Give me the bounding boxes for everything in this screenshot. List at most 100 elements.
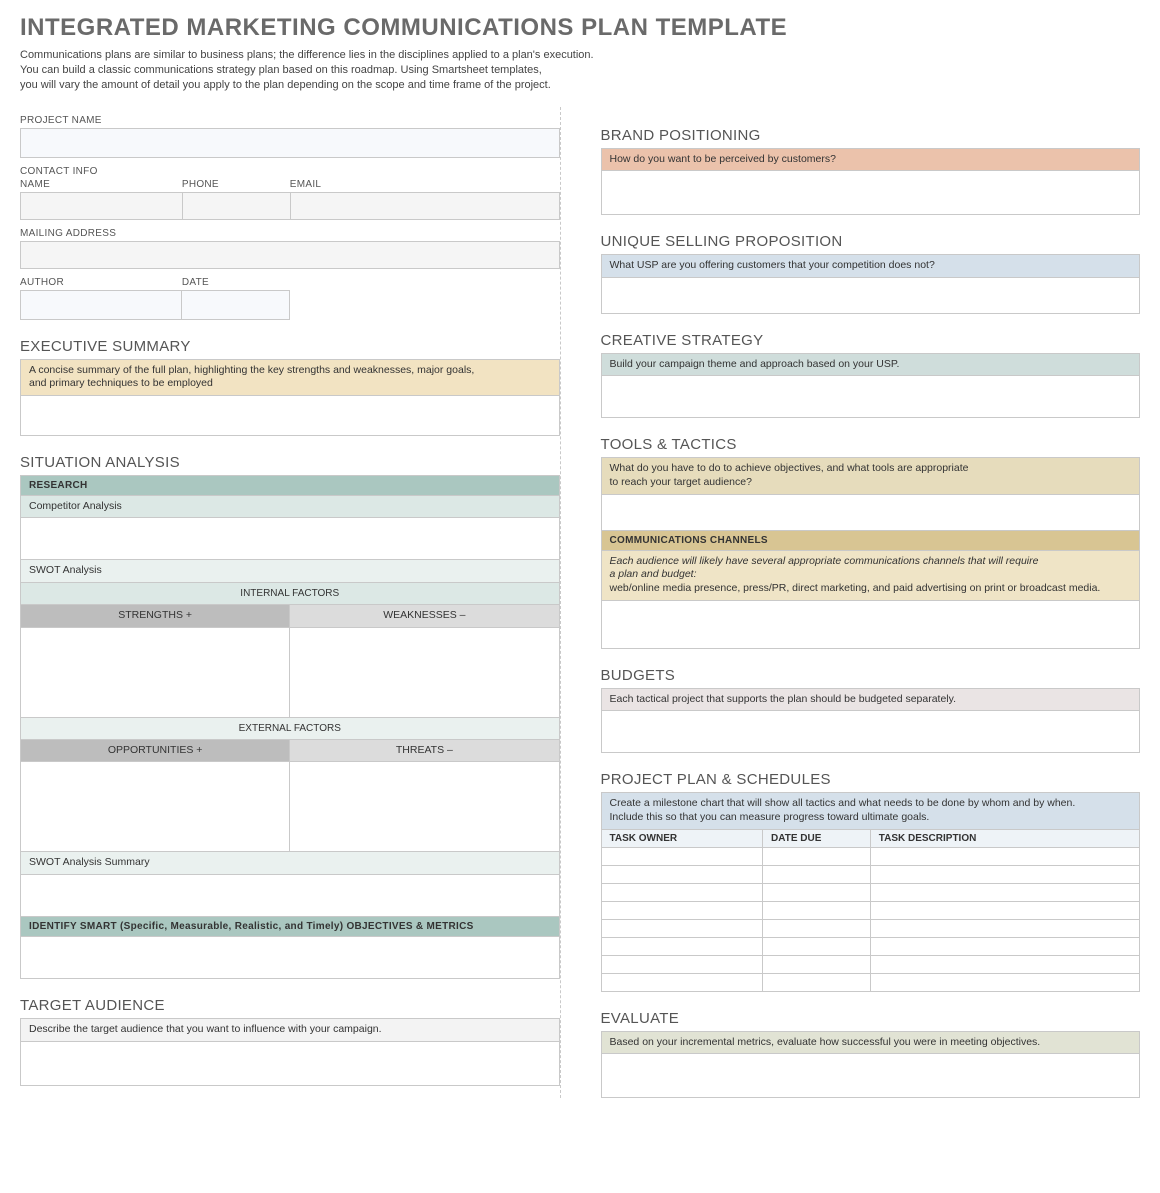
threats-input[interactable] bbox=[289, 762, 558, 851]
table-cell[interactable] bbox=[601, 901, 763, 919]
author-input[interactable] bbox=[20, 290, 182, 320]
swot-summary-input[interactable] bbox=[20, 875, 560, 917]
table-cell[interactable] bbox=[601, 937, 763, 955]
internal-factors-row: STRENGTHS + WEAKNESSES – bbox=[20, 605, 560, 628]
target-title: TARGET AUDIENCE bbox=[20, 997, 560, 1014]
table-cell[interactable] bbox=[870, 865, 1139, 883]
table-cell[interactable] bbox=[601, 883, 763, 901]
brand-input[interactable] bbox=[601, 171, 1141, 215]
comm-channels-hint: Each audience will likely have several a… bbox=[601, 551, 1141, 601]
tools-input[interactable] bbox=[601, 495, 1141, 531]
situation-title: SITUATION ANALYSIS bbox=[20, 454, 560, 471]
email-input[interactable] bbox=[291, 192, 560, 220]
weaknesses-input[interactable] bbox=[289, 628, 558, 717]
evaluate-title: EVALUATE bbox=[601, 1010, 1141, 1027]
hint-line: to reach your target audience? bbox=[610, 476, 752, 488]
table-cell[interactable] bbox=[870, 919, 1139, 937]
smart-input[interactable] bbox=[20, 937, 560, 979]
table-row bbox=[601, 973, 1140, 991]
left-column: PROJECT NAME CONTACT INFO NAME PHONE EMA… bbox=[20, 107, 560, 1099]
exec-summary-input[interactable] bbox=[20, 396, 560, 436]
project-name-label: PROJECT NAME bbox=[20, 115, 560, 126]
smart-header: IDENTIFY SMART (Specific, Measurable, Re… bbox=[20, 917, 560, 937]
table-cell[interactable] bbox=[601, 865, 763, 883]
table-cell[interactable] bbox=[763, 883, 871, 901]
name-input[interactable] bbox=[20, 192, 183, 220]
strengths-header: STRENGTHS + bbox=[21, 605, 289, 627]
comm-channels-header: COMMUNICATIONS CHANNELS bbox=[601, 531, 1141, 551]
author-label: AUTHOR bbox=[20, 277, 182, 288]
name-label: NAME bbox=[20, 179, 182, 190]
col-desc: TASK DESCRIPTION bbox=[870, 829, 1139, 847]
creative-hint: Build your campaign theme and approach b… bbox=[601, 353, 1141, 377]
hint-line: Create a milestone chart that will show … bbox=[610, 797, 1076, 809]
table-row bbox=[601, 937, 1140, 955]
mailing-input[interactable] bbox=[20, 241, 560, 269]
research-header: RESEARCH bbox=[20, 475, 560, 496]
table-cell[interactable] bbox=[870, 973, 1139, 991]
opportunities-input[interactable] bbox=[21, 762, 289, 851]
table-row bbox=[601, 919, 1140, 937]
target-input[interactable] bbox=[20, 1042, 560, 1086]
evaluate-hint: Based on your incremental metrics, evalu… bbox=[601, 1031, 1141, 1055]
table-cell[interactable] bbox=[601, 955, 763, 973]
external-header: EXTERNAL FACTORS bbox=[20, 718, 560, 740]
table-cell[interactable] bbox=[870, 901, 1139, 919]
table-cell[interactable] bbox=[870, 955, 1139, 973]
table-row bbox=[601, 865, 1140, 883]
creative-input[interactable] bbox=[601, 376, 1141, 418]
contact-info-label: CONTACT INFO bbox=[20, 166, 560, 177]
table-row bbox=[601, 883, 1140, 901]
table-cell[interactable] bbox=[601, 847, 763, 865]
phone-input[interactable] bbox=[183, 192, 291, 220]
strengths-input[interactable] bbox=[21, 628, 289, 717]
evaluate-input[interactable] bbox=[601, 1054, 1141, 1098]
table-cell[interactable] bbox=[870, 937, 1139, 955]
table-row bbox=[601, 847, 1140, 865]
internal-header: INTERNAL FACTORS bbox=[20, 583, 560, 605]
table-cell[interactable] bbox=[763, 901, 871, 919]
intro-line: you will vary the amount of detail you a… bbox=[20, 79, 551, 91]
table-cell[interactable] bbox=[870, 847, 1139, 865]
table-cell[interactable] bbox=[601, 973, 763, 991]
table-row bbox=[601, 901, 1140, 919]
comm-channels-input[interactable] bbox=[601, 601, 1141, 649]
mailing-label: MAILING ADDRESS bbox=[20, 228, 560, 239]
opportunities-header: OPPORTUNITIES + bbox=[21, 740, 289, 762]
external-factors-row: OPPORTUNITIES + THREATS – bbox=[20, 740, 560, 763]
threats-header: THREATS – bbox=[289, 740, 558, 762]
page-title: INTEGRATED MARKETING COMMUNICATIONS PLAN… bbox=[20, 14, 1140, 42]
col-due: DATE DUE bbox=[763, 829, 871, 847]
phone-label: PHONE bbox=[182, 179, 290, 190]
table-cell[interactable] bbox=[763, 955, 871, 973]
intro-line: Communications plans are similar to busi… bbox=[20, 49, 594, 61]
table-cell[interactable] bbox=[870, 883, 1139, 901]
usp-input[interactable] bbox=[601, 278, 1141, 314]
competitor-header: Competitor Analysis bbox=[20, 496, 560, 519]
table-cell[interactable] bbox=[763, 937, 871, 955]
target-hint: Describe the target audience that you wa… bbox=[20, 1018, 560, 1042]
schedule-table: TASK OWNER DATE DUE TASK DESCRIPTION bbox=[601, 829, 1141, 992]
intro-text: Communications plans are similar to busi… bbox=[20, 48, 1140, 93]
table-cell[interactable] bbox=[763, 847, 871, 865]
contact-row: NAME PHONE EMAIL bbox=[20, 179, 560, 192]
weaknesses-header: WEAKNESSES – bbox=[289, 605, 558, 627]
table-cell[interactable] bbox=[763, 973, 871, 991]
table-cell[interactable] bbox=[763, 865, 871, 883]
budgets-input[interactable] bbox=[601, 711, 1141, 753]
budgets-title: BUDGETS bbox=[601, 667, 1141, 684]
intro-line: You can build a classic communications s… bbox=[20, 64, 542, 76]
brand-hint: How do you want to be perceived by custo… bbox=[601, 148, 1141, 172]
tools-title: TOOLS & TACTICS bbox=[601, 436, 1141, 453]
email-label: EMAIL bbox=[290, 179, 560, 190]
hint-line: web/online media presence, press/PR, dir… bbox=[610, 582, 1101, 594]
project-name-input[interactable] bbox=[20, 128, 560, 158]
swot-summary-header: SWOT Analysis Summary bbox=[20, 852, 560, 875]
table-cell[interactable] bbox=[763, 919, 871, 937]
table-cell[interactable] bbox=[601, 919, 763, 937]
hint-line: Include this so that you can measure pro… bbox=[610, 811, 930, 823]
competitor-input[interactable] bbox=[20, 518, 560, 560]
hint-line: a plan and budget: bbox=[610, 568, 697, 580]
exec-summary-hint: A concise summary of the full plan, high… bbox=[20, 359, 560, 396]
date-input[interactable] bbox=[182, 290, 290, 320]
